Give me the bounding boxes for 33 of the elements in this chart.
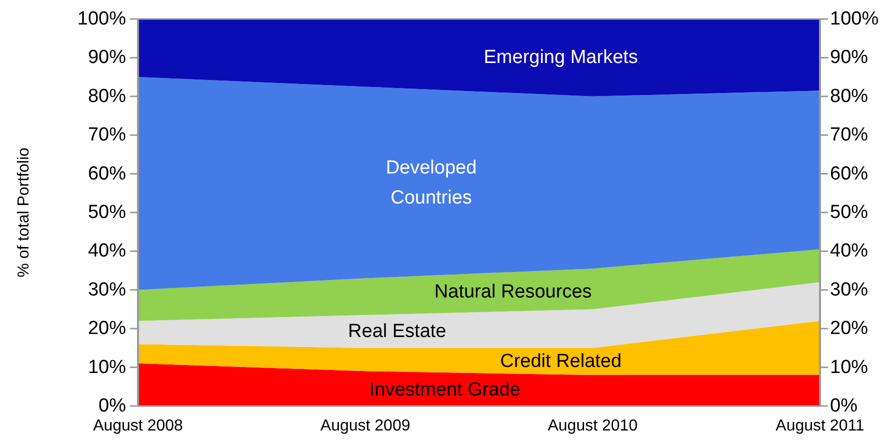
y2-tick-label: 40% xyxy=(830,240,868,262)
series-label: Investment Grade xyxy=(369,378,520,400)
y-tick-label: 40% xyxy=(88,240,126,262)
y-tick-label: 0% xyxy=(98,396,126,416)
x-tick-label: August 2010 xyxy=(548,418,638,434)
y2-tick-label: 100% xyxy=(830,8,879,30)
y-tick-label: 100% xyxy=(77,8,126,30)
y-axis-title: % of total Portfolio xyxy=(16,147,32,278)
y-tick-label: 70% xyxy=(88,124,126,146)
y-tick-label: 90% xyxy=(88,47,126,68)
y2-tick-label: 10% xyxy=(830,356,868,378)
series-label: Credit Related xyxy=(500,350,622,372)
x-tick-label: August 2008 xyxy=(93,418,184,434)
series-label: Real Estate xyxy=(348,320,446,342)
series-label: Emerging Markets xyxy=(484,46,638,68)
y-tick-label: 50% xyxy=(88,202,126,223)
y-tick-label: 60% xyxy=(88,163,126,184)
series-label: Developed Countries xyxy=(386,157,477,208)
y2-tick-label: 30% xyxy=(830,279,868,300)
y2-tick-label: 0% xyxy=(830,396,858,416)
y-tick-label: 30% xyxy=(88,279,126,300)
y-tick-label: 80% xyxy=(88,86,126,107)
y2-tick-label: 20% xyxy=(830,318,868,340)
x-tick-label: August 2011 xyxy=(776,418,864,434)
y2-tick-label: 80% xyxy=(830,86,868,107)
y2-tick-label: 60% xyxy=(830,163,868,184)
y-tick-label: 10% xyxy=(88,356,126,378)
x-tick-label: August 2009 xyxy=(320,418,410,434)
series-label: Natural Resources xyxy=(434,281,592,302)
y-tick-label: 20% xyxy=(88,318,126,340)
y2-tick-label: 70% xyxy=(830,124,868,146)
y2-tick-label: 50% xyxy=(830,202,868,223)
y2-tick-label: 90% xyxy=(830,47,868,68)
